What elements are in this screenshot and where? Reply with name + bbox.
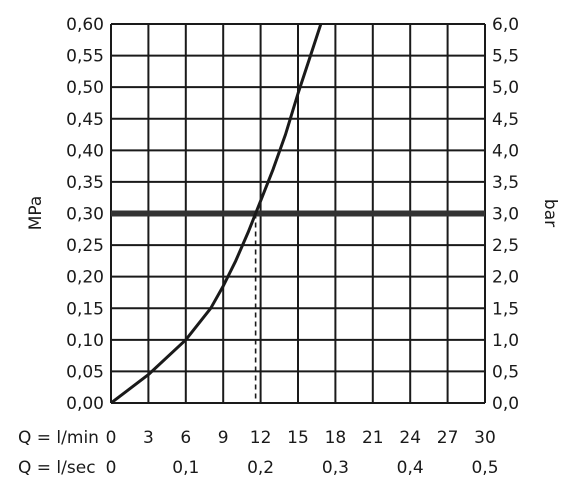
x-lmin-tick-label-6: 18 — [325, 428, 347, 448]
y-right-tick-label-2: 1,0 — [492, 331, 519, 351]
x-lmin-tick-label-4: 12 — [250, 428, 272, 448]
x-lmin-tick-label-2: 6 — [180, 428, 191, 448]
series-curve — [111, 24, 323, 403]
x-lsec-tick-label-2: 0,2 — [247, 458, 274, 478]
y-right-tick-label-11: 5,5 — [492, 47, 519, 67]
y-right-tick-label-1: 0,5 — [492, 362, 519, 382]
y-right-tick-label-12: 6,0 — [492, 15, 519, 35]
y-right-tick-label-8: 4,0 — [492, 141, 519, 161]
y-left-tick-label-2: 0,10 — [66, 331, 104, 351]
y-left-tick-label-3: 0,15 — [66, 299, 104, 319]
y-right-tick-label-6: 3,0 — [492, 205, 519, 225]
y-left-tick-label-5: 0,25 — [66, 236, 104, 256]
tick-labels: 0,000,050,100,150,200,250,300,350,400,45… — [66, 15, 519, 478]
y-right-tick-label-3: 1,5 — [492, 299, 519, 319]
y-left-tick-label-11: 0,55 — [66, 47, 104, 67]
x-lsec-tick-label-5: 0,5 — [471, 458, 498, 478]
y-right-tick-label-4: 2,0 — [492, 268, 519, 288]
y-right-axis-label: bar — [540, 199, 560, 227]
y-left-tick-label-4: 0,20 — [66, 268, 104, 288]
reference-line-group — [111, 210, 485, 403]
x-lmin-tick-label-3: 9 — [218, 428, 229, 448]
x-lsec-tick-label-4: 0,4 — [397, 458, 424, 478]
y-left-tick-label-0: 0,00 — [66, 394, 104, 414]
curve-group — [111, 24, 323, 403]
y-right-tick-label-10: 5,0 — [492, 78, 519, 98]
y-right-tick-label-9: 4,5 — [492, 110, 519, 130]
y-right-tick-label-7: 3,5 — [492, 173, 519, 193]
y-left-tick-label-6: 0,30 — [66, 205, 104, 225]
x-lmin-label: Q = l/min — [18, 428, 99, 448]
x-lmin-tick-label-7: 21 — [362, 428, 384, 448]
x-lmin-tick-label-8: 24 — [399, 428, 421, 448]
x-lsec-label: Q = l/sec — [18, 458, 96, 478]
x-lsec-tick-label-1: 0,1 — [172, 458, 199, 478]
y-right-tick-label-0: 0,0 — [492, 394, 519, 414]
y-left-tick-label-10: 0,50 — [66, 78, 104, 98]
y-left-tick-label-12: 0,60 — [66, 15, 104, 35]
y-left-tick-label-1: 0,05 — [66, 362, 104, 382]
x-lmin-tick-label-9: 27 — [437, 428, 459, 448]
x-lsec-tick-label-0: 0 — [106, 458, 117, 478]
y-left-axis-label: MPa — [26, 196, 46, 231]
x-lmin-tick-label-5: 15 — [287, 428, 309, 448]
x-lmin-tick-label-10: 30 — [474, 428, 496, 448]
y-right-tick-label-5: 2,5 — [492, 236, 519, 256]
x-lmin-tick-label-0: 0 — [106, 428, 117, 448]
x-lsec-tick-label-3: 0,3 — [322, 458, 349, 478]
x-lmin-tick-label-1: 3 — [143, 428, 154, 448]
y-left-tick-label-8: 0,40 — [66, 141, 104, 161]
y-left-tick-label-7: 0,35 — [66, 173, 104, 193]
y-left-tick-label-9: 0,45 — [66, 110, 104, 130]
